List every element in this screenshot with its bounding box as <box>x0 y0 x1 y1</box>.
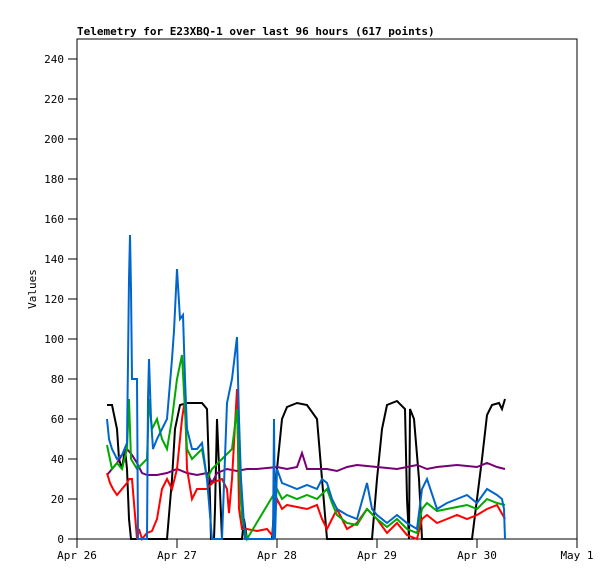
plot-frame <box>76 38 578 540</box>
y-tick-label: 0 <box>57 533 64 546</box>
y-tick-label: 80 <box>51 373 64 386</box>
y-tick-label: 220 <box>44 93 64 106</box>
x-tick-label: Apr 26 <box>57 549 97 562</box>
y-tick-label: 100 <box>44 333 64 346</box>
x-tick-label: Apr 30 <box>457 549 497 562</box>
chart-title: Telemetry for E23XBQ-1 over last 96 hour… <box>77 25 435 38</box>
y-tick-label: 20 <box>51 493 64 506</box>
y-tick-label: 60 <box>51 413 64 426</box>
y-axis-label: Values <box>26 269 39 309</box>
series-line-black <box>107 398 506 540</box>
y-tick-label: 40 <box>51 453 64 466</box>
series-line-red <box>106 388 506 542</box>
y-tick-label: 140 <box>44 253 64 266</box>
y-tick-label: 120 <box>44 293 64 306</box>
y-tick-label: 240 <box>44 53 64 66</box>
x-tick-label: Apr 28 <box>257 549 297 562</box>
y-tick-label: 180 <box>44 173 64 186</box>
x-tick-label: Apr 29 <box>357 549 397 562</box>
x-axis-ticks: Apr 26 Apr 27 Apr 28 Apr 29 Apr 30 May 1 <box>57 539 594 562</box>
y-tick-label: 200 <box>44 133 64 146</box>
series-line-purple <box>106 447 506 486</box>
x-tick-label: Apr 27 <box>157 549 197 562</box>
y-tick-label: 160 <box>44 213 64 226</box>
y-axis-ticks: 0 20 40 60 80 100 120 140 160 180 200 220 240 <box>44 53 77 546</box>
series-line-blue <box>106 234 506 540</box>
x-tick-label: May 1 <box>560 549 593 562</box>
series-lines <box>106 234 506 542</box>
series-line-green <box>106 354 506 542</box>
